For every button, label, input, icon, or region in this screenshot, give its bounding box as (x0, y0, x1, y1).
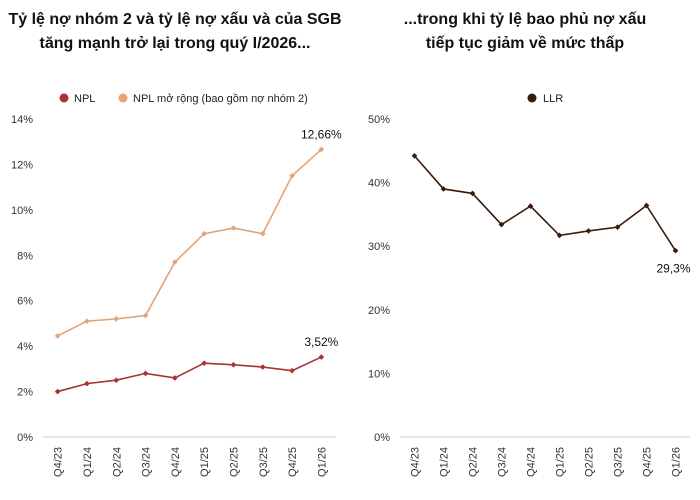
chart1-data-point (172, 375, 178, 381)
chart1-y-tick-label: 0% (17, 432, 33, 444)
left-title-line-1: Tỷ lệ nợ nhóm 2 và tỷ lệ nợ xấu và của S… (8, 11, 342, 28)
chart2-legend-label: LLR (543, 93, 563, 105)
chart2-x-tick-label: Q1/26 (671, 447, 683, 477)
chart2-data-point (527, 203, 534, 209)
chart1-data-point (289, 367, 295, 374)
chart2-data-label: 29,3% (656, 262, 690, 276)
chart1-data-point (318, 354, 325, 360)
chart2-series-line (413, 155, 677, 252)
chart1-data-point (54, 388, 61, 395)
chart2-x-tick-label: Q1/25 (555, 447, 567, 477)
chart1-x-tick-label: Q4/25 (287, 447, 299, 477)
chart1-y-tick-label: 6% (17, 296, 33, 308)
chart2-x-tick-label: Q4/24 (526, 447, 538, 477)
left-title-line-2: tăng mạnh trở lại trong quý I/2026... (39, 35, 311, 52)
chart1-y-tick-label: 4% (17, 341, 33, 353)
chart2-x-tick-label: Q3/25 (613, 447, 625, 477)
chart1-x-tick-label: Q4/24 (170, 447, 182, 477)
chart2-data-point (556, 232, 563, 239)
chart1-x-tick-label: Q1/25 (199, 447, 211, 477)
chart2-x-tick-label: Q3/24 (497, 447, 509, 477)
chart2-data-point (643, 202, 650, 209)
chart1-data-point (113, 377, 120, 384)
chart1-y-tick-label: 14% (11, 114, 33, 126)
chart2-data-point (440, 186, 447, 192)
chart2-y-tick-label: 0% (374, 432, 390, 444)
chart1-y-tick-label: 10% (11, 205, 33, 217)
chart2-data-point (498, 221, 505, 228)
chart1-series-line (57, 356, 322, 393)
chart1-data-point (84, 380, 90, 387)
chart1-data-point (230, 225, 237, 231)
chart1-data-point (142, 370, 149, 377)
chart1-data-point (230, 361, 237, 368)
right-chart-title: ...trong khi tỷ lệ bao phủ nợ xấu tiếp t… (350, 8, 700, 56)
chart1-data-point (172, 259, 178, 265)
chart1-data-point (142, 312, 149, 319)
chart1-x-tick-label: Q1/26 (316, 447, 328, 477)
chart1-data-point (259, 364, 266, 370)
chart2-data-point (614, 224, 621, 230)
chart1-data-point (113, 316, 120, 322)
chart1-data-label: 12,66% (301, 127, 342, 141)
chart1-x-tick-label: Q2/25 (228, 447, 240, 477)
chart2-data-point (411, 153, 418, 159)
chart1-x-tick-label: Q2/24 (111, 447, 123, 477)
chart1-legend-label: NPL (74, 93, 95, 105)
chart1-data-point (259, 230, 266, 237)
right-title-line-2: tiếp tục giảm về mức thấp (425, 35, 625, 52)
chart2-y-tick-label: 50% (368, 114, 390, 126)
chart2-x-tick-label: Q4/23 (410, 447, 422, 477)
chart2-data-point (469, 190, 476, 197)
chart2-data-point (672, 247, 679, 254)
right-title-line-1: ...trong khi tỷ lệ bao phủ nợ xấu (403, 11, 647, 28)
chart2-y-tick-label: 30% (368, 241, 390, 253)
chart1-y-tick-label: 2% (17, 387, 33, 399)
chart2-y-tick-label: 10% (368, 368, 390, 380)
chart2-legend-marker (527, 93, 537, 103)
chart2-x-tick-label: Q1/24 (439, 447, 451, 477)
chart1-x-tick-label: Q4/23 (53, 447, 65, 477)
chart1-data-point (318, 146, 325, 153)
chart1-data-label: 3,52% (304, 335, 338, 349)
chart2-y-tick-label: 20% (368, 305, 390, 317)
chart1-legend-marker (118, 93, 128, 103)
chart1-legend-marker (59, 93, 69, 103)
chart1-data-point (84, 318, 90, 324)
chart1-x-tick-label: Q3/25 (258, 447, 270, 477)
chart1-x-tick-label: Q1/24 (82, 447, 94, 477)
chart1-data-point (201, 360, 207, 367)
chart2-data-point (585, 228, 592, 234)
left-chart-title: Tỷ lệ nợ nhóm 2 và tỷ lệ nợ xấu và của S… (0, 8, 350, 56)
chart1-legend-label: NPL mở rộng (bao gồm nợ nhóm 2) (133, 93, 308, 105)
chart1-data-point (201, 230, 207, 237)
chart2-x-tick-label: Q2/24 (468, 447, 480, 477)
chart1-y-tick-label: 8% (17, 250, 33, 262)
chart1-series-line (57, 148, 322, 337)
chart2-y-tick-label: 40% (368, 178, 390, 190)
chart2-x-tick-label: Q2/25 (584, 447, 596, 477)
chart1-y-tick-label: 12% (11, 159, 33, 171)
chart1-data-point (289, 172, 295, 179)
chart1-data-point (54, 333, 61, 339)
chart1-x-tick-label: Q3/24 (141, 447, 153, 477)
chart2-x-tick-label: Q4/25 (642, 447, 654, 477)
